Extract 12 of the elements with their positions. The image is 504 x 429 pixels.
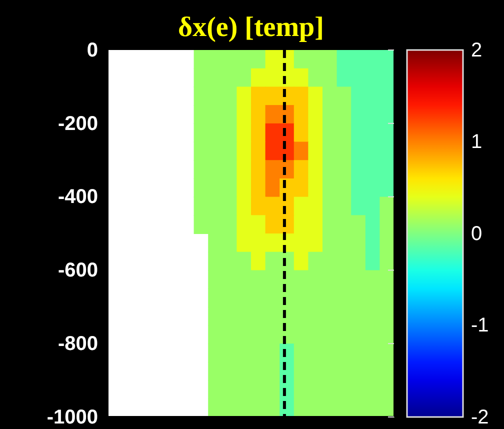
color-bar-label: 2 xyxy=(471,39,482,62)
y-tick-label: -600 xyxy=(58,260,98,282)
y-tick-label: -800 xyxy=(58,333,98,355)
y-tick-label: 0 xyxy=(86,39,98,62)
y-tick-label: -200 xyxy=(58,112,98,135)
color-bar-label: -2 xyxy=(471,406,489,428)
color-bar-label: -1 xyxy=(471,314,489,337)
y-tick-label: -400 xyxy=(58,186,98,208)
color-bar-label: 0 xyxy=(471,222,482,245)
color-bar-label: 1 xyxy=(471,131,482,154)
y-tick-label: -1000 xyxy=(46,406,98,428)
chart-title: δx(e) [temp] xyxy=(178,12,324,43)
